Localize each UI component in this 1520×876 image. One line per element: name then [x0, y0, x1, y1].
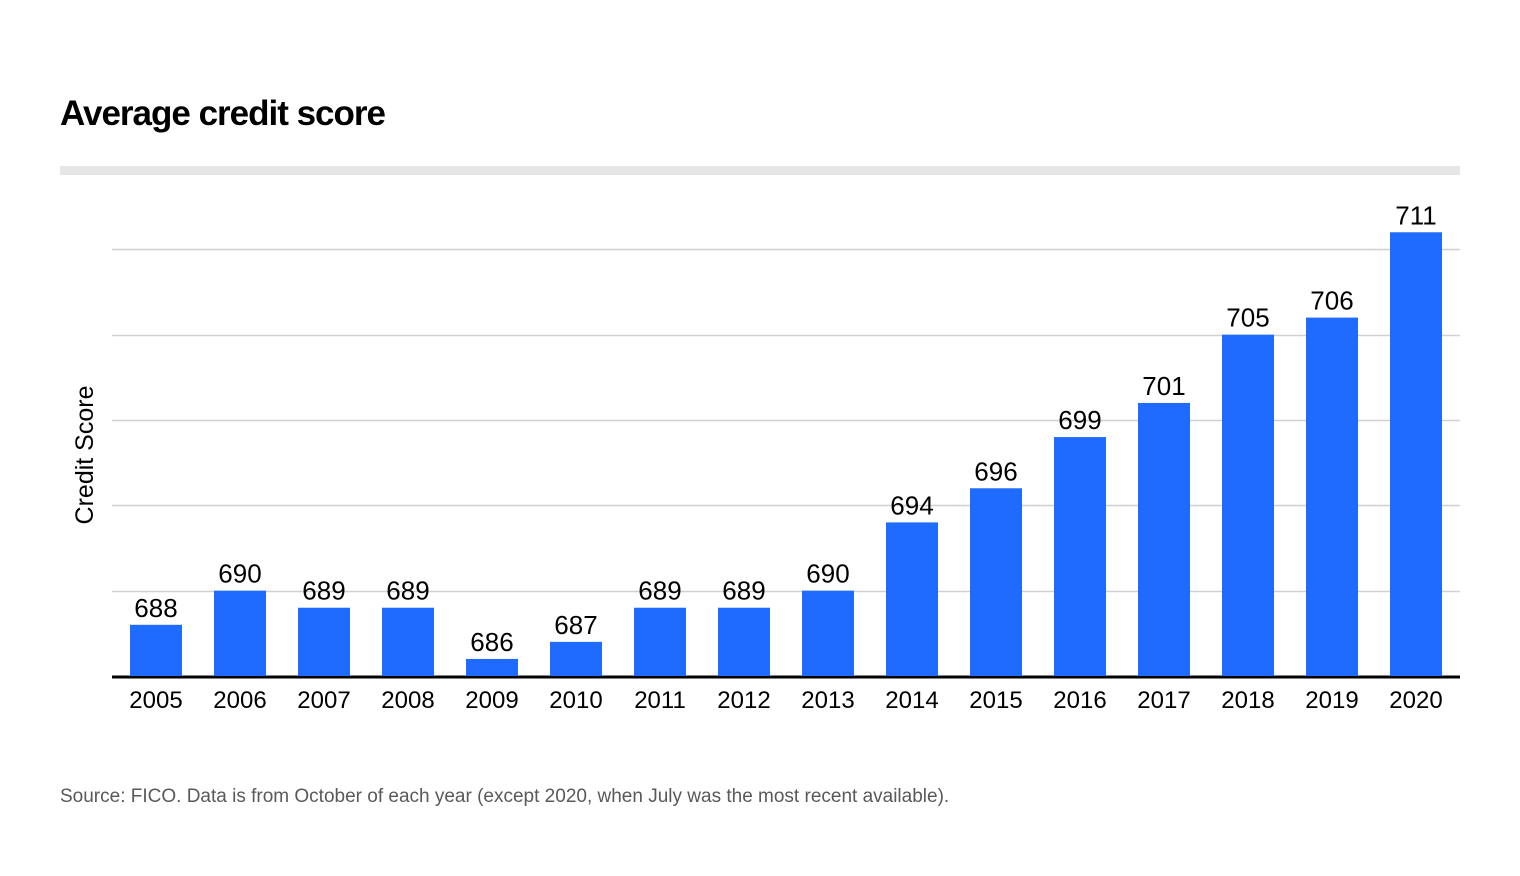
data-label-2019: 706: [1310, 286, 1353, 316]
bar-2019: [1306, 317, 1358, 676]
data-label-2006: 690: [218, 559, 261, 589]
y-axis-title: Credit Score: [71, 386, 99, 525]
bar-2016: [1054, 437, 1106, 676]
data-label-2016: 699: [1058, 405, 1101, 435]
bar-2018: [1222, 334, 1274, 676]
x-tick-2011: 2011: [634, 687, 686, 714]
data-label-2007: 689: [302, 576, 345, 606]
data-labels: 688 690 689 689 686 687 689 689 690 694 696 699 701 7…: [134, 200, 1436, 657]
x-tick-2012: 2012: [717, 687, 770, 714]
x-tick-2006: 2006: [213, 687, 266, 714]
x-tick-2014: 2014: [885, 687, 938, 714]
x-tick-2013: 2013: [801, 687, 854, 714]
data-label-2005: 688: [134, 593, 177, 623]
bar-2006: [214, 590, 266, 676]
source-note: Source: FICO. Data is from October of ea…: [60, 786, 950, 807]
data-label-2014: 694: [890, 490, 933, 520]
x-tick-2009: 2009: [465, 687, 518, 714]
x-tick-2020: 2020: [1389, 687, 1442, 714]
data-label-2017: 701: [1142, 371, 1185, 401]
data-label-2011: 689: [638, 576, 681, 606]
data-label-2009: 686: [470, 627, 513, 657]
bar-2017: [1138, 402, 1190, 676]
data-label-2013: 690: [806, 559, 849, 589]
title-divider: [60, 166, 1460, 175]
data-label-2010: 687: [554, 610, 597, 640]
bar-2013: [802, 590, 854, 676]
bar-2020: [1390, 232, 1442, 676]
bar-2012: [718, 607, 770, 676]
data-label-2012: 689: [722, 576, 765, 606]
bars: [130, 232, 1442, 676]
bar-2011: [634, 607, 686, 676]
bar-2007: [298, 607, 350, 676]
x-tick-2019: 2019: [1305, 687, 1358, 714]
data-label-2008: 689: [386, 576, 429, 606]
bar-2008: [382, 607, 434, 676]
x-tick-2005: 2005: [129, 687, 182, 714]
bar-2005: [130, 624, 182, 676]
bar-2015: [970, 488, 1022, 676]
chart-title: Average credit score: [60, 94, 386, 133]
x-tick-2010: 2010: [549, 687, 602, 714]
bar-2014: [886, 522, 938, 676]
data-label-2020: 711: [1395, 200, 1436, 230]
x-tick-2007: 2007: [297, 687, 350, 714]
bar-2009: [466, 658, 518, 676]
x-tick-2008: 2008: [381, 687, 434, 714]
x-axis-ticks: 2005 2006 2007 2008 2009 2010 2011 2012 2013 2014…: [129, 687, 1442, 714]
data-label-2015: 696: [974, 456, 1017, 486]
x-tick-2015: 2015: [969, 687, 1022, 714]
data-label-2018: 705: [1226, 303, 1269, 333]
x-tick-2018: 2018: [1221, 687, 1274, 714]
bar-2010: [550, 641, 602, 676]
x-tick-2017: 2017: [1137, 687, 1190, 714]
x-tick-2016: 2016: [1053, 687, 1106, 714]
